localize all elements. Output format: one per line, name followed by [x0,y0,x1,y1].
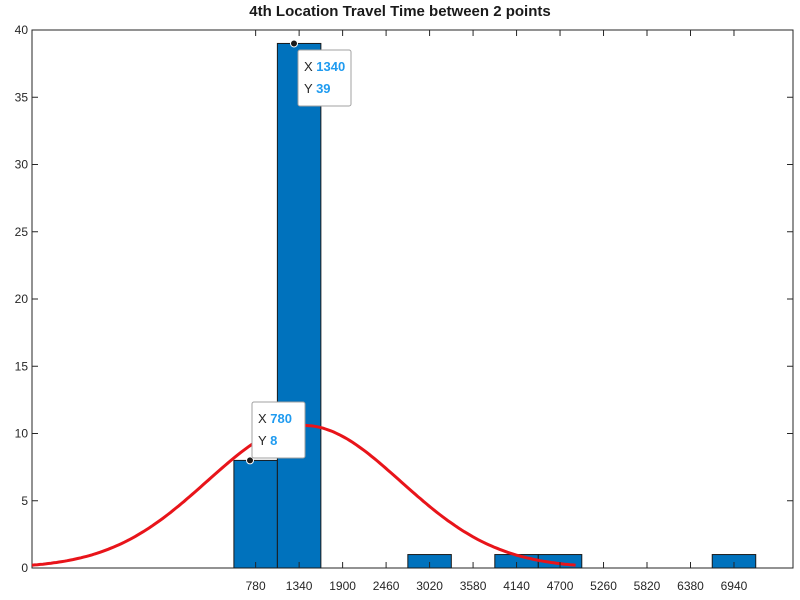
y-tick-label: 5 [21,494,28,508]
x-tick-label: 4140 [503,579,530,593]
y-tick-label: 30 [15,158,29,172]
y-tick-label: 0 [21,561,28,575]
x-tick-label: 5820 [634,579,661,593]
y-tick-label: 15 [15,359,29,373]
x-tick-label: 2460 [373,579,400,593]
x-tick-label: 1340 [286,579,313,593]
datatip-1340-box[interactable] [297,49,352,107]
chart-title: 4th Location Travel Time between 2 point… [249,3,551,20]
y-tick-label: 20 [15,292,29,306]
x-tick-label: 5260 [590,579,617,593]
datatip-1340-y-row: Y 39 [304,81,331,96]
x-tick-label: 3580 [460,579,487,593]
x-tick-label: 1900 [329,579,356,593]
datatip-780-x-row: X 780 [258,411,292,426]
x-tick-label: 4700 [547,579,574,593]
datatip-780-marker[interactable] [246,456,254,465]
y-tick-label: 10 [15,427,29,441]
x-tick-label: 6940 [721,579,748,593]
plot-area [31,29,794,569]
y-tick-label: 35 [15,90,29,104]
histogram-bar[interactable] [276,42,322,569]
datatip-1340-marker[interactable] [290,39,298,48]
datatip-1340-x-row: X 1340 [304,59,345,74]
y-tick-label: 40 [15,23,29,37]
datatip-780-box[interactable] [251,401,306,459]
x-tick-label: 780 [246,579,266,593]
x-tick-label: 3020 [416,579,443,593]
y-tick-label: 25 [15,225,29,239]
x-tick-label: 6380 [677,579,704,593]
histogram-bar[interactable] [233,459,278,569]
datatip-780-y-row: Y 8 [258,433,277,448]
